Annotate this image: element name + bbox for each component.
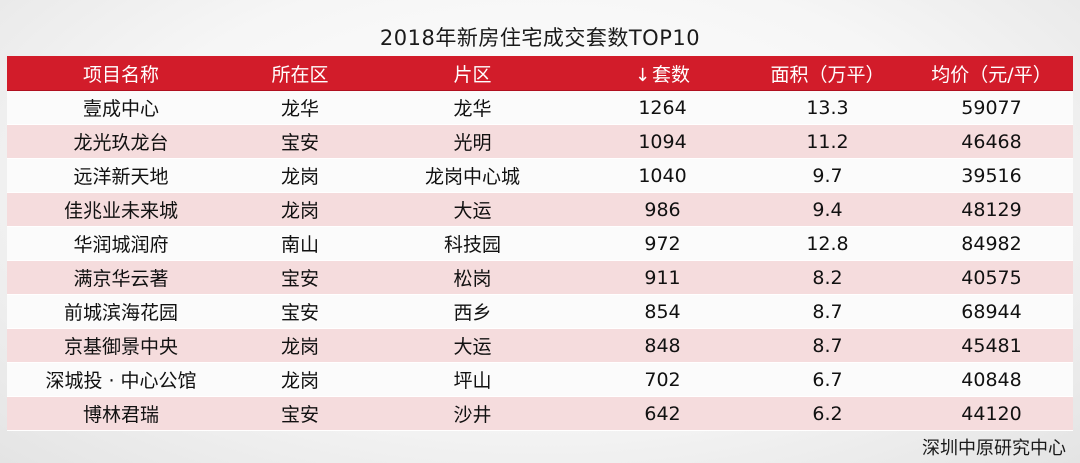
table-header-row: 项目名称 所在区 片区 ↓ 套数 面积（万平） 均价（元/平）	[7, 56, 1073, 91]
column-header-district[interactable]: 所在区	[271, 63, 329, 86]
area-cell: 大运	[453, 200, 492, 222]
district-cell: 宝安	[280, 302, 319, 324]
project-name-cell: 壹成中心	[82, 98, 159, 120]
source-credit: 深圳中原研究中心	[922, 438, 1066, 459]
project-name-cell: 龙光玖龙台	[73, 132, 169, 154]
district-cell: 龙岗	[280, 336, 319, 358]
project-name-cell: 远洋新天地	[73, 166, 169, 188]
column-header-avg-price[interactable]: 均价（元/平）	[931, 63, 1052, 86]
floor-area-cell: 6.7	[812, 368, 843, 391]
avg-price-cell: 59077	[961, 96, 1022, 119]
table-row: 深城投 · 中心公馆 龙岗 坪山 702 6.7 40848	[7, 363, 1073, 397]
project-name-cell: 满京华云著	[73, 268, 169, 290]
table-row: 龙光玖龙台 宝安 光明 1094 11.2 46468	[7, 125, 1073, 159]
column-header-project-name[interactable]: 项目名称	[82, 63, 159, 86]
units-cell: 1094	[638, 130, 687, 153]
column-header-units-label: 套数	[652, 63, 691, 86]
units-cell: 702	[644, 368, 681, 391]
project-name-cell: 深城投 · 中心公馆	[45, 370, 197, 392]
floor-area-cell: 9.7	[812, 164, 843, 187]
floor-area-cell: 8.7	[812, 334, 843, 357]
table-row: 满京华云著 宝安 松岗 911 8.2 40575	[7, 261, 1073, 295]
table-row: 京基御景中央 龙岗 大运 848 8.7 45481	[7, 329, 1073, 363]
district-cell: 宝安	[280, 404, 319, 426]
column-header-units[interactable]: ↓ 套数	[580, 60, 745, 87]
district-cell: 龙岗	[280, 200, 319, 222]
avg-price-cell: 40848	[961, 368, 1022, 391]
floor-area-cell: 9.4	[812, 198, 843, 221]
avg-price-cell: 48129	[961, 198, 1022, 221]
project-name-cell: 华润城润府	[73, 234, 169, 256]
avg-price-cell: 45481	[961, 334, 1022, 357]
units-cell: 642	[644, 402, 681, 425]
units-cell: 848	[644, 334, 681, 357]
project-name-cell: 京基御景中央	[63, 336, 178, 358]
table-row: 远洋新天地 龙岗 龙岗中心城 1040 9.7 39516	[7, 159, 1073, 193]
avg-price-cell: 44120	[961, 402, 1022, 425]
table-row: 前城滨海花园 宝安 西乡 854 8.7 68944	[7, 295, 1073, 329]
area-cell: 松岗	[453, 268, 492, 290]
units-cell: 986	[644, 198, 681, 221]
project-name-cell: 前城滨海花园	[63, 302, 178, 324]
column-header-floor-area[interactable]: 面积（万平）	[770, 63, 885, 86]
district-cell: 龙岗	[280, 370, 319, 392]
floor-area-cell: 8.7	[812, 300, 843, 323]
units-cell: 854	[644, 300, 681, 323]
district-cell: 宝安	[280, 132, 319, 154]
district-cell: 南山	[280, 234, 319, 256]
sort-descending-icon: ↓	[634, 64, 651, 86]
floor-area-cell: 12.8	[806, 232, 849, 255]
area-cell: 科技园	[443, 234, 501, 256]
district-cell: 龙华	[280, 98, 319, 120]
table-title: 2018年新房住宅成交套数TOP10	[379, 26, 701, 50]
project-name-cell: 博林君瑞	[82, 404, 159, 426]
floor-area-cell: 8.2	[812, 266, 843, 289]
table-row: 博林君瑞 宝安 沙井 642 6.2 44120	[7, 397, 1073, 431]
table-row: 壹成中心 龙华 龙华 1264 13.3 59077	[7, 91, 1073, 125]
units-cell: 972	[644, 232, 681, 255]
floor-area-cell: 13.3	[806, 96, 849, 119]
area-cell: 西乡	[453, 302, 492, 324]
district-cell: 宝安	[280, 268, 319, 290]
avg-price-cell: 39516	[961, 164, 1022, 187]
floor-area-cell: 6.2	[812, 402, 843, 425]
units-cell: 1264	[638, 96, 687, 119]
units-cell: 911	[644, 266, 681, 289]
area-cell: 龙岗中心城	[424, 166, 520, 188]
avg-price-cell: 40575	[961, 266, 1022, 289]
table-row: 佳兆业未来城 龙岗 大运 986 9.4 48129	[7, 193, 1073, 227]
avg-price-cell: 84982	[961, 232, 1022, 255]
column-header-area[interactable]: 片区	[453, 63, 492, 86]
avg-price-cell: 46468	[961, 130, 1022, 153]
project-name-cell: 佳兆业未来城	[63, 200, 178, 222]
floor-area-cell: 11.2	[806, 130, 849, 153]
table-row: 华润城润府 南山 科技园 972 12.8 84982	[7, 227, 1073, 261]
area-cell: 沙井	[453, 404, 492, 426]
area-cell: 大运	[453, 336, 492, 358]
area-cell: 光明	[453, 132, 492, 154]
area-cell: 坪山	[453, 370, 492, 392]
avg-price-cell: 68944	[961, 300, 1022, 323]
district-cell: 龙岗	[280, 166, 319, 188]
ranking-table: 项目名称 所在区 片区 ↓ 套数 面积（万平） 均价（元/平） 壹成中心 龙华 龙华 1…	[7, 56, 1073, 431]
table-body: 壹成中心 龙华 龙华 1264 13.3 59077 龙光玖龙台 宝安 光明 1094 11.2 46…	[7, 91, 1073, 431]
units-cell: 1040	[638, 164, 687, 187]
area-cell: 龙华	[453, 98, 492, 120]
